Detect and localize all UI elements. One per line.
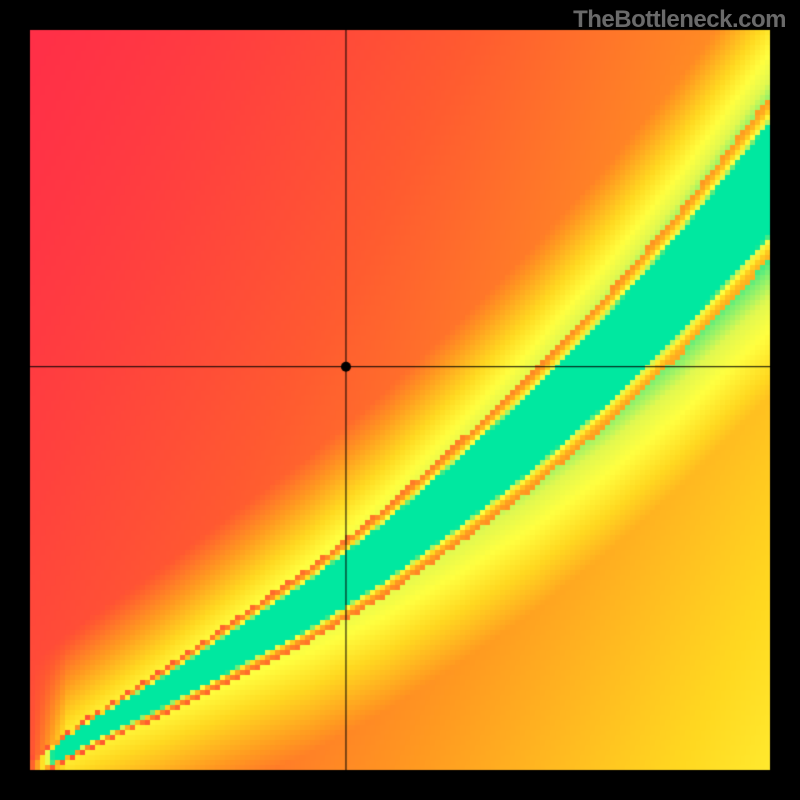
chart-container: TheBottleneck.com xyxy=(0,0,800,800)
watermark-text: TheBottleneck.com xyxy=(573,6,786,34)
heatmap-canvas xyxy=(0,0,800,800)
